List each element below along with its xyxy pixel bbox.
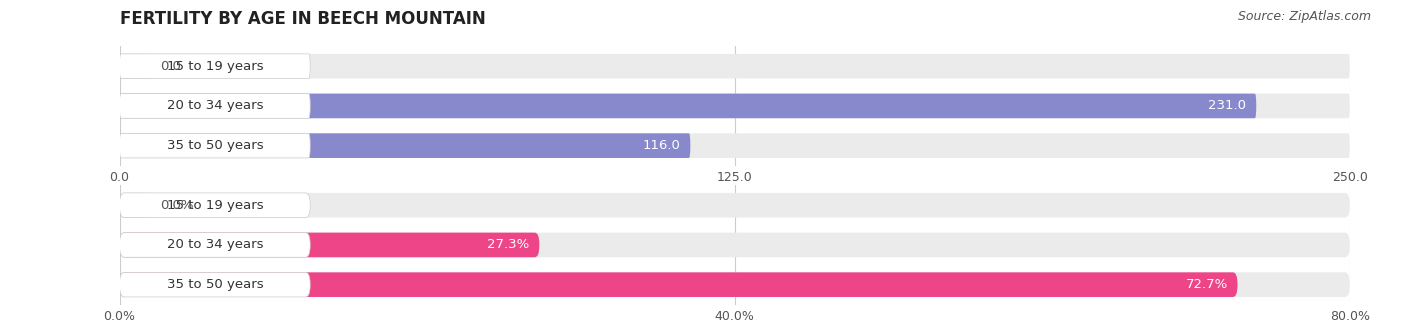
FancyBboxPatch shape [120,94,1257,118]
FancyBboxPatch shape [120,233,540,257]
Text: 0.0%: 0.0% [160,199,194,212]
Text: 27.3%: 27.3% [488,238,530,252]
FancyBboxPatch shape [120,54,311,78]
Text: 15 to 19 years: 15 to 19 years [166,199,263,212]
FancyBboxPatch shape [120,133,690,158]
Text: 0.0: 0.0 [160,60,181,73]
FancyBboxPatch shape [120,272,311,297]
FancyBboxPatch shape [120,233,311,257]
FancyBboxPatch shape [120,133,1350,158]
FancyBboxPatch shape [120,272,1350,297]
Text: 20 to 34 years: 20 to 34 years [166,99,263,113]
Text: FERTILITY BY AGE IN BEECH MOUNTAIN: FERTILITY BY AGE IN BEECH MOUNTAIN [120,10,485,28]
FancyBboxPatch shape [120,193,311,217]
Text: 15 to 19 years: 15 to 19 years [166,60,263,73]
FancyBboxPatch shape [120,94,1350,118]
Text: Source: ZipAtlas.com: Source: ZipAtlas.com [1237,10,1371,23]
Text: 231.0: 231.0 [1208,99,1247,113]
FancyBboxPatch shape [120,54,150,78]
Text: 35 to 50 years: 35 to 50 years [166,139,263,152]
Text: 20 to 34 years: 20 to 34 years [166,238,263,252]
FancyBboxPatch shape [120,193,1350,217]
FancyBboxPatch shape [120,133,311,158]
Text: 72.7%: 72.7% [1185,278,1227,291]
FancyBboxPatch shape [120,193,150,217]
FancyBboxPatch shape [120,94,311,118]
Text: 35 to 50 years: 35 to 50 years [166,278,263,291]
Text: 116.0: 116.0 [643,139,681,152]
FancyBboxPatch shape [120,272,1237,297]
FancyBboxPatch shape [120,233,1350,257]
FancyBboxPatch shape [120,54,1350,78]
